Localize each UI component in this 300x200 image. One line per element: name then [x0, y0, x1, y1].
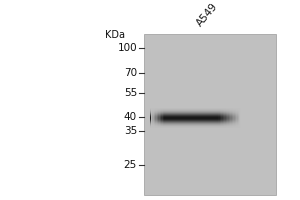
- Bar: [150, 112, 240, 113]
- Bar: [158, 108, 160, 128]
- Bar: [151, 108, 152, 128]
- Bar: [235, 108, 236, 128]
- Text: 55: 55: [124, 88, 137, 98]
- Bar: [218, 108, 220, 128]
- Text: 100: 100: [117, 43, 137, 53]
- Bar: [221, 108, 223, 128]
- Bar: [239, 108, 241, 128]
- Bar: [227, 108, 229, 128]
- Bar: [150, 122, 240, 123]
- Bar: [150, 126, 240, 127]
- Bar: [150, 113, 240, 114]
- Bar: [155, 108, 157, 128]
- Bar: [163, 108, 164, 128]
- Bar: [150, 119, 240, 120]
- Bar: [161, 108, 163, 128]
- Bar: [150, 108, 240, 109]
- Bar: [150, 121, 240, 122]
- Text: 25: 25: [124, 160, 137, 170]
- Bar: [150, 118, 240, 119]
- Bar: [150, 109, 240, 110]
- Bar: [150, 124, 240, 125]
- Text: 40: 40: [124, 112, 137, 122]
- Bar: [150, 114, 240, 115]
- Bar: [154, 108, 155, 128]
- Bar: [224, 108, 226, 128]
- Text: 70: 70: [124, 68, 137, 78]
- Bar: [230, 108, 232, 128]
- Bar: [220, 108, 221, 128]
- Bar: [223, 108, 224, 128]
- Bar: [150, 125, 240, 126]
- Bar: [150, 123, 240, 124]
- Bar: [150, 127, 240, 128]
- Bar: [150, 117, 240, 118]
- Bar: [238, 108, 239, 128]
- Bar: [150, 111, 240, 112]
- Bar: [233, 108, 235, 128]
- Bar: [150, 115, 240, 116]
- Text: A549: A549: [195, 1, 220, 28]
- Bar: [152, 108, 154, 128]
- Bar: [236, 108, 238, 128]
- Bar: [150, 116, 240, 117]
- Bar: [160, 108, 161, 128]
- Bar: [150, 120, 240, 121]
- Bar: [157, 108, 158, 128]
- Bar: [150, 110, 240, 111]
- Text: 35: 35: [124, 126, 137, 136]
- Text: KDa: KDa: [104, 30, 124, 40]
- Bar: [226, 108, 227, 128]
- Bar: [229, 108, 230, 128]
- Bar: [144, 34, 276, 195]
- Bar: [232, 108, 233, 128]
